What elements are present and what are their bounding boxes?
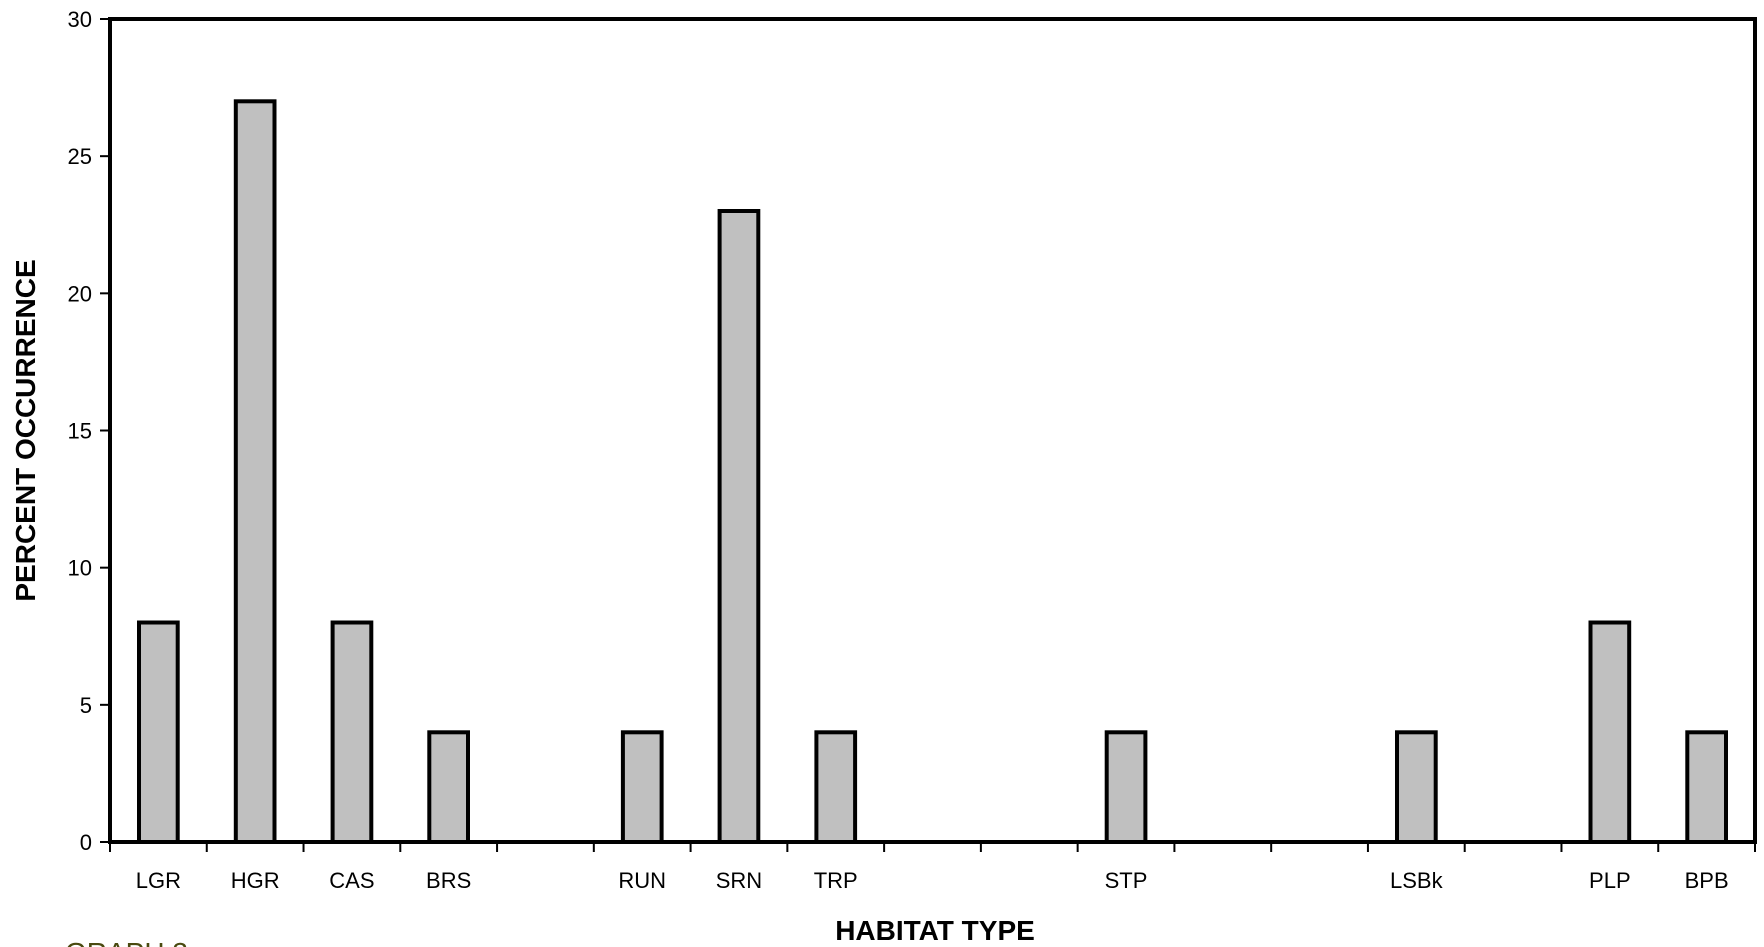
y-axis-title: PERCENT OCCURRENCE [10, 259, 41, 601]
bar-cas [330, 620, 374, 844]
y-tick-label: 10 [68, 556, 92, 581]
bar-srn [717, 209, 761, 844]
y-tick-label: 30 [68, 7, 92, 32]
x-tick-label: BPB [1685, 868, 1729, 893]
bar-stp [1104, 730, 1148, 844]
y-tick-label: 25 [68, 144, 92, 169]
x-tick-label: LSBk [1390, 868, 1444, 893]
bar-bpb [1685, 730, 1729, 844]
x-tick-label: HGR [231, 868, 280, 893]
bar-trp [814, 730, 858, 844]
x-tick-label: LGR [136, 868, 181, 893]
x-tick-label: BRS [426, 868, 471, 893]
y-axis: 0 5 10 15 20 25 30 [68, 7, 110, 855]
graph-caption: GRAPH 3 [65, 937, 188, 947]
x-tick-label: RUN [618, 868, 666, 893]
x-axis-title: HABITAT TYPE [835, 915, 1035, 946]
y-tick-label: 20 [68, 281, 92, 306]
x-tick-label: CAS [329, 868, 374, 893]
bar-run [620, 730, 664, 844]
y-tick-label: 0 [80, 830, 92, 855]
x-tick-label: PLP [1589, 868, 1631, 893]
x-tick-label: SRN [716, 868, 762, 893]
bar-lsbk [1395, 730, 1438, 844]
x-axis: LGR HGR CAS BRS RUN SRN TRP STP LSBk PLP BPB [109, 842, 1756, 893]
bar-lgr [137, 620, 180, 844]
y-tick-label: 15 [68, 419, 92, 444]
bar-hgr [233, 99, 277, 845]
bars-group [137, 99, 1729, 845]
y-tick-label: 5 [80, 693, 92, 718]
x-tick-label: STP [1105, 868, 1148, 893]
bar-plp [1588, 620, 1632, 844]
x-tick-label: TRP [814, 868, 858, 893]
bar-brs [427, 730, 470, 844]
plot-frame [108, 17, 1757, 844]
